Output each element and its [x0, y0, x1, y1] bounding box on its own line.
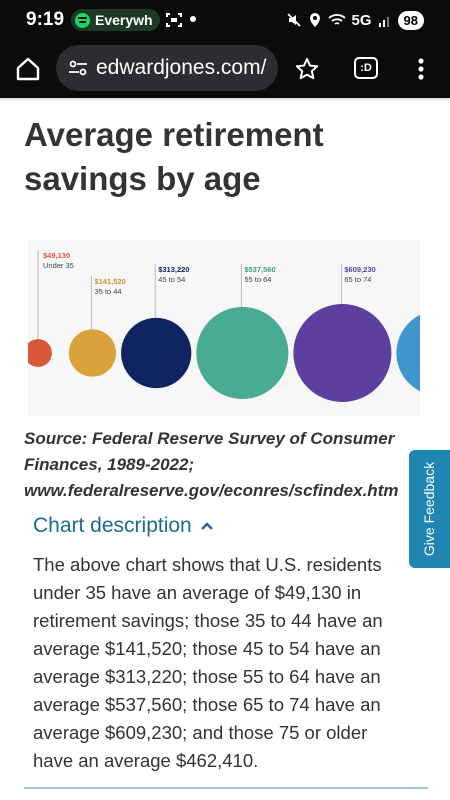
site-settings-icon[interactable]: [68, 59, 88, 77]
mute-icon: [286, 13, 301, 27]
chart-description-toggle-label: Chart description: [33, 514, 192, 537]
bubble-category-label: 35 to 44: [94, 287, 121, 296]
chevron-up-icon: [200, 522, 213, 530]
bubble-35-to-44: [68, 329, 117, 377]
tab-switcher-button[interactable]: :D: [354, 57, 378, 79]
bubble-45-to-54: [121, 317, 192, 389]
screenshot-icon: [166, 13, 182, 27]
signal-icon: [378, 17, 389, 27]
give-feedback-button[interactable]: Give Feedback: [409, 450, 450, 568]
network-label: 5G: [351, 11, 372, 29]
bubble-category-label: Under 35: [43, 261, 74, 270]
url-text: edwardjones.com/: [96, 56, 267, 79]
bubble-value-label: $141,520: [94, 277, 125, 286]
bubble-65-to-74: [293, 304, 392, 402]
bubble-55-to-64: [196, 306, 289, 400]
section-divider: [24, 787, 428, 789]
bubble-value-label: $537,560: [244, 265, 275, 274]
bubble-under-35: [28, 339, 52, 367]
media-chip-label: Everywh: [95, 12, 153, 28]
bubble-value-label: $609,230: [344, 265, 375, 274]
media-chip[interactable]: Everywh: [71, 9, 160, 31]
bookmark-star-icon[interactable]: [294, 56, 320, 82]
address-bar[interactable]: edwardjones.com/: [56, 45, 278, 91]
bubble-category-label: 45 to 54: [158, 275, 185, 284]
chart-source: Source: Federal Reserve Survey of Consum…: [24, 429, 399, 500]
battery-indicator: 98: [397, 10, 424, 30]
wifi-icon: [327, 14, 346, 25]
bubble-value-label: $313,220: [158, 265, 189, 274]
give-feedback-label: Give Feedback: [421, 461, 438, 557]
home-icon[interactable]: [14, 55, 42, 83]
bubble-category-label: 55 to 64: [244, 275, 271, 284]
chart-description-toggle[interactable]: Chart description: [33, 514, 214, 538]
location-icon: [309, 13, 320, 27]
browser-toolbar: edwardjones.com/ :D: [0, 40, 450, 98]
chart-description-text: The above chart shows that U.S. resident…: [33, 554, 383, 771]
status-time: 9:19: [26, 9, 65, 30]
more-menu-icon[interactable]: [413, 56, 429, 82]
page-title: Average retirement savings by age: [24, 116, 324, 197]
spotify-icon: [75, 12, 90, 28]
bubble-category-label: 65 to 74: [344, 275, 371, 284]
status-bar: 9:19 Everywh 5G 98: [0, 0, 450, 40]
notification-dot-icon: [190, 16, 196, 22]
status-icons: 5G 98: [286, 9, 424, 31]
bubble-75-or-older: [396, 314, 420, 392]
bubble-value-label: $49,130: [43, 251, 70, 260]
toolbar-shadow: [0, 98, 450, 102]
